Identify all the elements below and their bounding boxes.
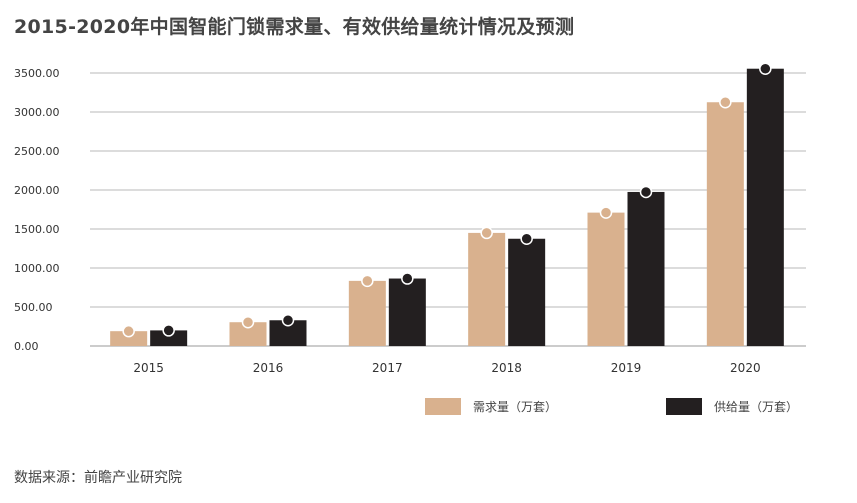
y-tick-label: 500.00 <box>14 301 53 314</box>
bar-supply <box>627 191 665 346</box>
bar-demand <box>229 322 267 346</box>
y-tick-label: 1000.00 <box>14 262 60 275</box>
marker-demand <box>719 96 732 109</box>
bar-demand <box>587 212 625 346</box>
x-tick-label: 2018 <box>491 361 522 375</box>
marker-supply <box>281 314 295 327</box>
y-axis-ticks: 0.00 500.00 1000.00 1500.00 2000.00 2500.00 30… <box>14 67 60 353</box>
marker-supply <box>520 232 533 245</box>
legend-item-demand: 需求量（万套） <box>425 398 557 415</box>
bar-supply <box>508 238 546 346</box>
bar-supply <box>388 278 426 346</box>
bar-demand <box>706 102 744 346</box>
bar-demand <box>110 331 148 346</box>
marker-demand <box>361 274 374 288</box>
bar-demand <box>468 232 506 346</box>
y-tick-label: 3000.00 <box>14 106 60 119</box>
y-tick-label: 3500.00 <box>14 67 60 80</box>
x-tick-label: 2016 <box>253 361 284 375</box>
y-tick-label: 2500.00 <box>14 145 60 158</box>
marker-demand <box>122 324 135 338</box>
x-tick-label: 2020 <box>730 361 761 375</box>
y-tick-label: 1500.00 <box>14 223 60 236</box>
legend-item-supply: 供给量（万套） <box>666 398 798 415</box>
marker-supply <box>162 324 175 337</box>
grid-lines <box>90 72 806 347</box>
bar-supply <box>150 330 188 346</box>
bars <box>110 62 784 347</box>
marker-supply <box>401 272 414 285</box>
source-note: 数据来源：前瞻产业研究院 <box>14 470 182 486</box>
bar-chart: 0.00 500.00 1000.00 1500.00 2000.00 2500.00 30… <box>14 62 806 375</box>
marker-demand <box>599 206 613 219</box>
bar-supply <box>746 68 784 347</box>
marker-demand <box>480 226 493 240</box>
legend-label-demand: 需求量（万套） <box>473 400 558 414</box>
x-tick-label: 2015 <box>133 361 164 375</box>
marker-supply <box>759 62 772 75</box>
x-axis-ticks: 2015 2016 2017 2018 2019 2020 <box>133 361 760 375</box>
legend-label-supply: 供给量（万套） <box>714 400 799 414</box>
x-tick-label: 2019 <box>611 361 642 375</box>
marker-demand <box>241 315 255 329</box>
x-tick-label: 2017 <box>372 361 403 375</box>
y-tick-label: 0.00 <box>14 340 39 353</box>
marker-supply <box>639 185 653 199</box>
bar-demand <box>348 280 386 346</box>
y-tick-label: 2000.00 <box>14 184 60 197</box>
legend-swatch-supply <box>666 398 702 415</box>
chart-title: 2015-2020年中国智能门锁需求量、有效供给量统计情况及预测 <box>14 16 575 38</box>
legend-swatch-demand <box>425 398 461 415</box>
